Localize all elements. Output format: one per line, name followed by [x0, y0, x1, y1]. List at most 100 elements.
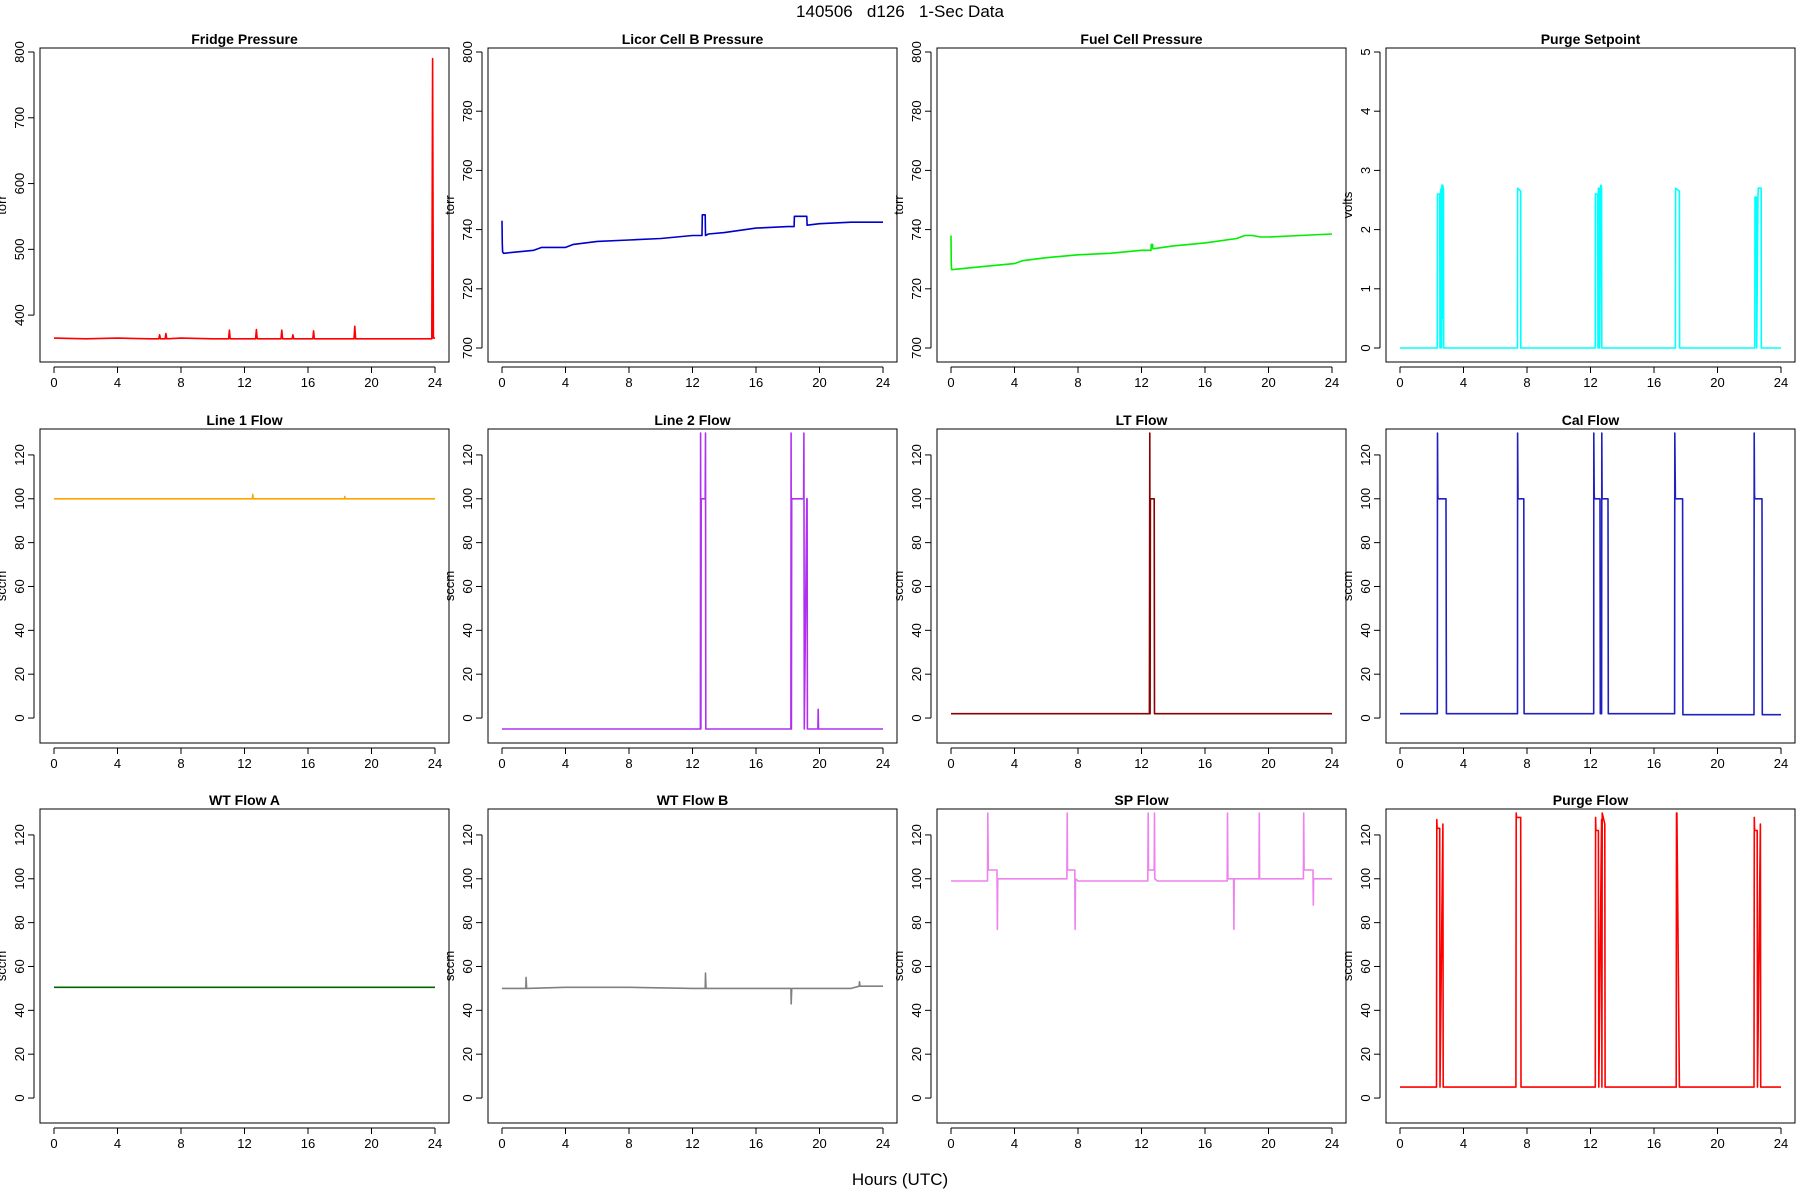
- y-tick-label: 60: [909, 579, 924, 593]
- y-axis-label: sccm: [891, 571, 906, 601]
- y-tick-label: 40: [1358, 1003, 1373, 1017]
- plot-frame: [39, 808, 450, 1124]
- plot-frame: [487, 428, 898, 744]
- x-tick-label: 16: [1198, 756, 1212, 771]
- y-tick-label: 100: [460, 868, 475, 890]
- x-tick-label: 24: [1325, 756, 1339, 771]
- y-axis-label: sccm: [1340, 571, 1355, 601]
- plot-frame: [1385, 47, 1796, 363]
- y-tick-label: 60: [12, 959, 27, 973]
- x-tick-label: 20: [812, 375, 826, 390]
- y-axis-label: volts: [1340, 191, 1355, 218]
- x-tick-label: 12: [685, 756, 699, 771]
- x-tick-label: 20: [1710, 756, 1724, 771]
- x-tick-label: 4: [1460, 756, 1467, 771]
- data-line: [1400, 184, 1781, 349]
- y-tick-label: 400: [12, 304, 27, 326]
- y-tick-label: 80: [1358, 915, 1373, 929]
- chart-title: Purge Flow: [1553, 792, 1629, 808]
- y-tick-label: 20: [460, 667, 475, 681]
- y-tick-label: 60: [1358, 959, 1373, 973]
- y-tick-label: 800: [460, 41, 475, 63]
- x-tick-label: 20: [1710, 375, 1724, 390]
- y-tick-label: 40: [1358, 623, 1373, 637]
- x-tick-label: 24: [876, 756, 890, 771]
- x-tick-label: 0: [50, 375, 57, 390]
- x-tick-label: 8: [177, 756, 184, 771]
- y-tick-label: 120: [1358, 444, 1373, 466]
- y-tick-label: 120: [460, 444, 475, 466]
- y-tick-label: 20: [1358, 667, 1373, 681]
- y-tick-label: 780: [460, 100, 475, 122]
- y-tick-label: 40: [460, 623, 475, 637]
- x-tick-label: 24: [1325, 375, 1339, 390]
- x-tick-label: 8: [1074, 375, 1081, 390]
- chart-panel-4: Line 1 Flow sccm 0 4 8 12 16 20 24 0 20 40 60 80 100 12…: [0, 412, 450, 771]
- plot-frame: [487, 47, 898, 363]
- x-tick-label: 12: [1134, 756, 1148, 771]
- y-tick-label: 700: [12, 107, 27, 129]
- x-tick-label: 8: [1523, 1136, 1530, 1151]
- x-tick-label: 4: [1011, 1136, 1018, 1151]
- chart-panel-1: Licor Cell B Pressure torr 0 4 8 12 16 20 24 700 7…: [442, 31, 898, 390]
- chart-panel-2: Fuel Cell Pressure torr 0 4 8 12 16 20 24 700 720 7…: [891, 31, 1347, 390]
- x-tick-label: 0: [498, 375, 505, 390]
- data-line: [1400, 432, 1781, 716]
- plot-frame: [1385, 428, 1796, 744]
- chart-panel-10: SP Flow sccm 0 4 8 12 16 20 24 0 20 40 60 80 100 120: [891, 792, 1347, 1151]
- y-tick-label: 0: [909, 1094, 924, 1101]
- y-tick-label: 60: [909, 959, 924, 973]
- y-axis-label: sccm: [442, 951, 457, 981]
- x-tick-label: 24: [876, 375, 890, 390]
- data-line: [950, 233, 1333, 271]
- y-tick-label: 0: [12, 1094, 27, 1101]
- plot-frame: [39, 428, 450, 744]
- x-tick-label: 4: [562, 1136, 569, 1151]
- y-tick-label: 80: [909, 535, 924, 549]
- y-tick-label: 60: [460, 959, 475, 973]
- chart-title: WT Flow B: [657, 792, 729, 808]
- x-tick-label: 8: [1523, 756, 1530, 771]
- y-tick-label: 120: [909, 824, 924, 846]
- y-axis-label: torr: [442, 195, 457, 215]
- y-tick-label: 100: [12, 868, 27, 890]
- y-tick-label: 60: [1358, 579, 1373, 593]
- y-tick-label: 120: [909, 444, 924, 466]
- chart-title: LT Flow: [1116, 412, 1168, 428]
- data-line: [501, 214, 883, 255]
- y-tick-label: 20: [1358, 1047, 1373, 1061]
- y-tick-label: 0: [1358, 1094, 1373, 1101]
- x-tick-label: 8: [625, 756, 632, 771]
- y-tick-label: 0: [460, 1094, 475, 1101]
- y-tick-label: 100: [1358, 488, 1373, 510]
- y-tick-label: 0: [1358, 344, 1373, 351]
- x-tick-label: 0: [1396, 756, 1403, 771]
- y-tick-label: 20: [12, 1047, 27, 1061]
- x-tick-label: 0: [947, 375, 954, 390]
- x-tick-label: 4: [562, 375, 569, 390]
- y-tick-label: 20: [909, 667, 924, 681]
- chart-panel-11: Purge Flow sccm 0 4 8 12 16 20 24 0 20 40 60 80 100 120: [1340, 792, 1796, 1151]
- data-line: [951, 812, 1332, 931]
- chart-title: Licor Cell B Pressure: [622, 31, 764, 47]
- y-tick-label: 100: [460, 488, 475, 510]
- y-tick-label: 720: [460, 278, 475, 300]
- y-tick-label: 80: [909, 915, 924, 929]
- figure-x-axis-label: Hours (UTC): [851, 1170, 949, 1189]
- x-tick-label: 20: [364, 1136, 378, 1151]
- y-tick-label: 500: [12, 238, 27, 260]
- y-tick-label: 100: [12, 488, 27, 510]
- x-tick-label: 0: [947, 1136, 954, 1151]
- chart-title: Line 2 Flow: [654, 412, 730, 428]
- plot-frame: [487, 808, 898, 1124]
- x-tick-label: 0: [1396, 375, 1403, 390]
- x-tick-label: 12: [1583, 756, 1597, 771]
- x-tick-label: 0: [50, 756, 57, 771]
- y-tick-label: 40: [909, 623, 924, 637]
- x-tick-label: 20: [812, 1136, 826, 1151]
- chart-title: Fridge Pressure: [191, 31, 298, 47]
- y-tick-label: 2: [1358, 226, 1373, 233]
- plot-frame: [936, 47, 1347, 363]
- figure-title: 140506 d126 1-Sec Data: [796, 2, 1004, 21]
